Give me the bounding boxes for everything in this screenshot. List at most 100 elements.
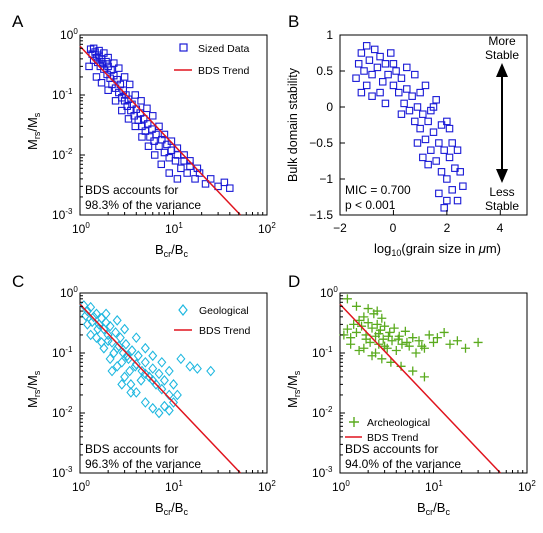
variance-annotation-line2: 98.3% of the variance [85, 198, 201, 212]
data-point [172, 389, 182, 401]
data-point [180, 151, 188, 159]
data-point [103, 335, 113, 347]
data-point [351, 301, 361, 311]
x-tick-label: 102 [518, 479, 536, 494]
data-point [115, 64, 123, 72]
data-point [139, 115, 148, 123]
data-point [214, 182, 222, 191]
y-tick-label: 100 [60, 285, 78, 300]
data-point [120, 73, 129, 81]
data-point [103, 329, 113, 341]
data-point [206, 175, 215, 183]
axis-ticks [339, 295, 524, 474]
y-tick-label: 10-1 [52, 345, 73, 360]
data-point [448, 186, 456, 194]
x-tick-label: 100 [72, 221, 90, 236]
y-tick-label: 0.5 [316, 64, 333, 78]
data-point [206, 365, 216, 377]
panel-d: D 100 10-1 10-2 10-3 100 101 102 Bcr/Bc … [285, 272, 536, 517]
data-point [120, 323, 130, 335]
data-point [445, 339, 455, 349]
data-point [140, 342, 150, 354]
data-point [395, 88, 403, 97]
data-point [437, 121, 446, 129]
legend-label: Archeological [367, 417, 430, 429]
data-point [362, 42, 371, 50]
more-label: More [488, 34, 516, 48]
data-point [136, 375, 146, 386]
legend-label: BDS Trend [198, 65, 250, 77]
data-point [148, 363, 158, 374]
data-point [226, 184, 234, 192]
x-axis-label: Bcr/Bc [155, 500, 188, 517]
data-point [111, 97, 120, 105]
data-point [110, 59, 118, 67]
y-tick-label: 100 [320, 285, 338, 300]
data-point [131, 91, 140, 99]
data-point [107, 337, 117, 348]
data-point [138, 133, 146, 141]
bds-trend-line [339, 303, 501, 474]
x-tick-label: 101 [165, 479, 183, 494]
data-point [151, 379, 161, 390]
data-point [148, 402, 158, 414]
data-point [392, 67, 400, 75]
y-tick-label: 10-2 [52, 147, 73, 162]
data-point [102, 57, 110, 66]
y-tick-label: 0 [326, 100, 333, 114]
data-point [133, 350, 143, 362]
data-point [359, 343, 369, 353]
data-point [191, 175, 199, 183]
data-point [131, 358, 141, 370]
data-point [157, 160, 166, 169]
data-point [140, 356, 150, 368]
data-point [416, 88, 424, 97]
data-point [363, 318, 373, 328]
data-point [383, 331, 393, 341]
panel-letter: B [288, 12, 299, 31]
less-label: Less [489, 185, 514, 199]
data-point [373, 63, 382, 72]
data-point [429, 337, 438, 347]
data-point [448, 139, 456, 147]
data-point [342, 294, 352, 304]
data-point [82, 319, 92, 330]
y-tick-label: 10-1 [52, 87, 73, 102]
data-point [180, 157, 188, 165]
data-point [427, 146, 435, 154]
data-point [432, 333, 442, 343]
data-point [376, 88, 384, 97]
bds-trend-line [79, 45, 241, 216]
data-point [378, 334, 388, 344]
y-tick-label: 10-3 [52, 207, 73, 222]
data-point [349, 319, 359, 329]
data-point [363, 304, 373, 314]
data-point [421, 135, 430, 144]
data-point [126, 387, 136, 398]
x-axis-label: log10(grain size in μm) [374, 241, 501, 258]
data-point [176, 353, 186, 365]
data-point [115, 332, 125, 344]
data-point [357, 49, 366, 57]
panel-letter: A [12, 12, 24, 31]
data-point [368, 92, 376, 100]
data-point [160, 148, 169, 157]
stable-label: Stable [485, 48, 519, 62]
arrow-head-down [496, 169, 508, 183]
data-point [152, 130, 160, 139]
data-point [112, 315, 122, 326]
data-point [419, 372, 429, 382]
data-point [405, 106, 414, 115]
data-point [361, 334, 371, 344]
data-point [402, 337, 412, 347]
data-point [101, 317, 111, 329]
data-point [386, 357, 396, 367]
data-point [374, 329, 384, 339]
data-point [183, 169, 191, 177]
y-tick-label: 10-2 [52, 405, 73, 420]
data-markers [85, 44, 234, 192]
x-tick-label: 100 [72, 479, 90, 494]
data-point [354, 346, 364, 356]
x-tick-label: 100 [332, 479, 350, 494]
data-point [473, 337, 483, 347]
